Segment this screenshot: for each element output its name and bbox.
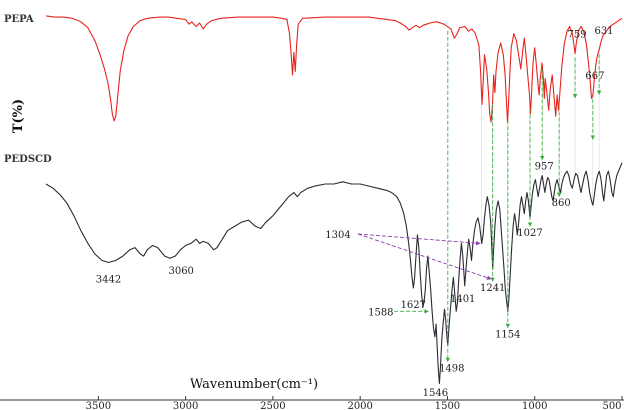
peak-label-3060: 3060 — [168, 266, 193, 277]
peak-label-759: 759 — [567, 30, 586, 41]
peak-label-1154: 1154 — [495, 329, 520, 340]
series-line-pepa — [45, 15, 623, 123]
peak-label-3442: 3442 — [96, 275, 121, 286]
peak-label-1588: 1588 — [368, 307, 393, 318]
series-line-pedscd — [45, 162, 623, 385]
annotation-layer: 3442 3060 1588 1627 1546 1498 1401 1304 1241 1154… — [96, 26, 614, 399]
series-layer — [45, 15, 623, 385]
peak-label-631: 631 — [594, 26, 613, 37]
peak-label-1304: 1304 — [325, 230, 350, 241]
peak-label-1498: 1498 — [439, 363, 464, 374]
peak-label-957: 957 — [535, 162, 554, 173]
x-axis: 3500 3000 2500 2000 1500 1000 500 — [0, 396, 624, 410]
annotation-arrow — [357, 233, 492, 280]
x-tick-label: 3000 — [173, 401, 198, 410]
x-tick-label: 1500 — [435, 401, 460, 410]
peak-label-1027: 1027 — [517, 228, 542, 239]
y-axis-title: T(%) — [11, 99, 26, 133]
x-tick-label: 3500 — [86, 401, 111, 410]
x-axis-title: Wavenumber(cm⁻¹) — [190, 377, 318, 392]
x-tick-label: 2500 — [260, 401, 285, 410]
annotation-arrow — [357, 233, 481, 246]
peak-label-1401: 1401 — [450, 294, 475, 305]
x-tick-label: 2000 — [347, 401, 372, 410]
peak-label-1627: 1627 — [401, 300, 426, 311]
peak-label-1241: 1241 — [480, 283, 505, 294]
peak-label-667: 667 — [585, 71, 604, 82]
peak-label-1546: 1546 — [423, 388, 448, 399]
x-tick-label: 1000 — [522, 401, 547, 410]
series-label-pedscd: PEDSCD — [4, 154, 52, 165]
x-tick-label: 500 — [602, 401, 621, 410]
peak-label-860: 860 — [552, 198, 571, 209]
series-label-pepa: PEPA — [4, 14, 34, 25]
